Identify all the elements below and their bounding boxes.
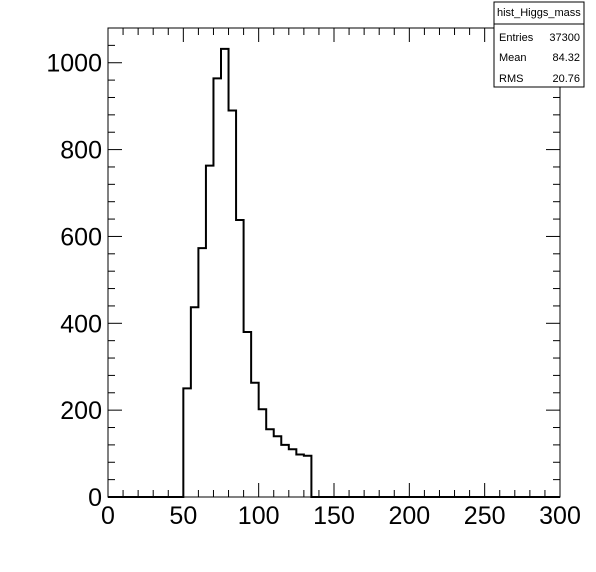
x-tick-label: 0	[101, 502, 115, 530]
y-tick-label: 1000	[46, 50, 102, 78]
x-tick-label: 150	[313, 502, 355, 530]
x-tick-label: 50	[169, 502, 197, 530]
histogram-bin-90	[244, 332, 252, 497]
x-axis-labels: 0 50 100 150 200 250 300	[101, 502, 581, 530]
stats-entries-label: Entries	[499, 32, 534, 44]
stats-box-title: hist_Higgs_mass	[497, 7, 581, 19]
stats-box: hist_Higgs_mass Entries 37300 Mean 84.32…	[493, 1, 585, 88]
plot-frame	[107, 27, 561, 498]
stats-mean-label: Mean	[499, 52, 527, 64]
y-tick-label: 200	[60, 397, 102, 425]
stats-rms-label: RMS	[499, 73, 523, 85]
x-tick-label: 100	[238, 502, 280, 530]
histogram-bin-85	[236, 220, 244, 497]
x-tick-label: 300	[539, 502, 581, 530]
histogram-bin-115	[281, 445, 289, 497]
histogram-bin-105	[266, 429, 274, 497]
stats-rms-value: 20.76	[552, 73, 580, 85]
histogram-outline	[108, 47, 560, 498]
histogram-bin-70	[213, 78, 221, 497]
stats-entries-value: 37300	[549, 32, 580, 44]
stats-box-frame	[493, 1, 585, 88]
x-tick-label: 250	[464, 502, 506, 530]
histogram-bin-80	[229, 111, 237, 497]
y-tick-label: 0	[88, 484, 102, 512]
y-tick-label: 800	[60, 137, 102, 165]
stats-mean-value: 84.32	[552, 52, 580, 64]
x-tick-label: 200	[388, 502, 430, 530]
histogram-bin-65	[206, 166, 214, 497]
histogram-bin-60	[198, 248, 206, 497]
y-tick-label: 400	[60, 310, 102, 338]
histogram-bin-95	[251, 383, 259, 497]
histogram-bin-125	[296, 454, 304, 497]
histogram-bin-55	[191, 307, 199, 497]
y-tick-label: 600	[60, 223, 102, 251]
histogram-bin-50	[183, 388, 191, 497]
histogram-bin-110	[274, 436, 282, 497]
histogram-bin-120	[289, 449, 297, 497]
y-axis-labels: 0 200 400 600 800 1000	[46, 50, 102, 512]
histogram-bin-100	[259, 409, 267, 497]
histogram-bin-130	[304, 456, 312, 497]
histogram-bin-75	[221, 49, 229, 497]
